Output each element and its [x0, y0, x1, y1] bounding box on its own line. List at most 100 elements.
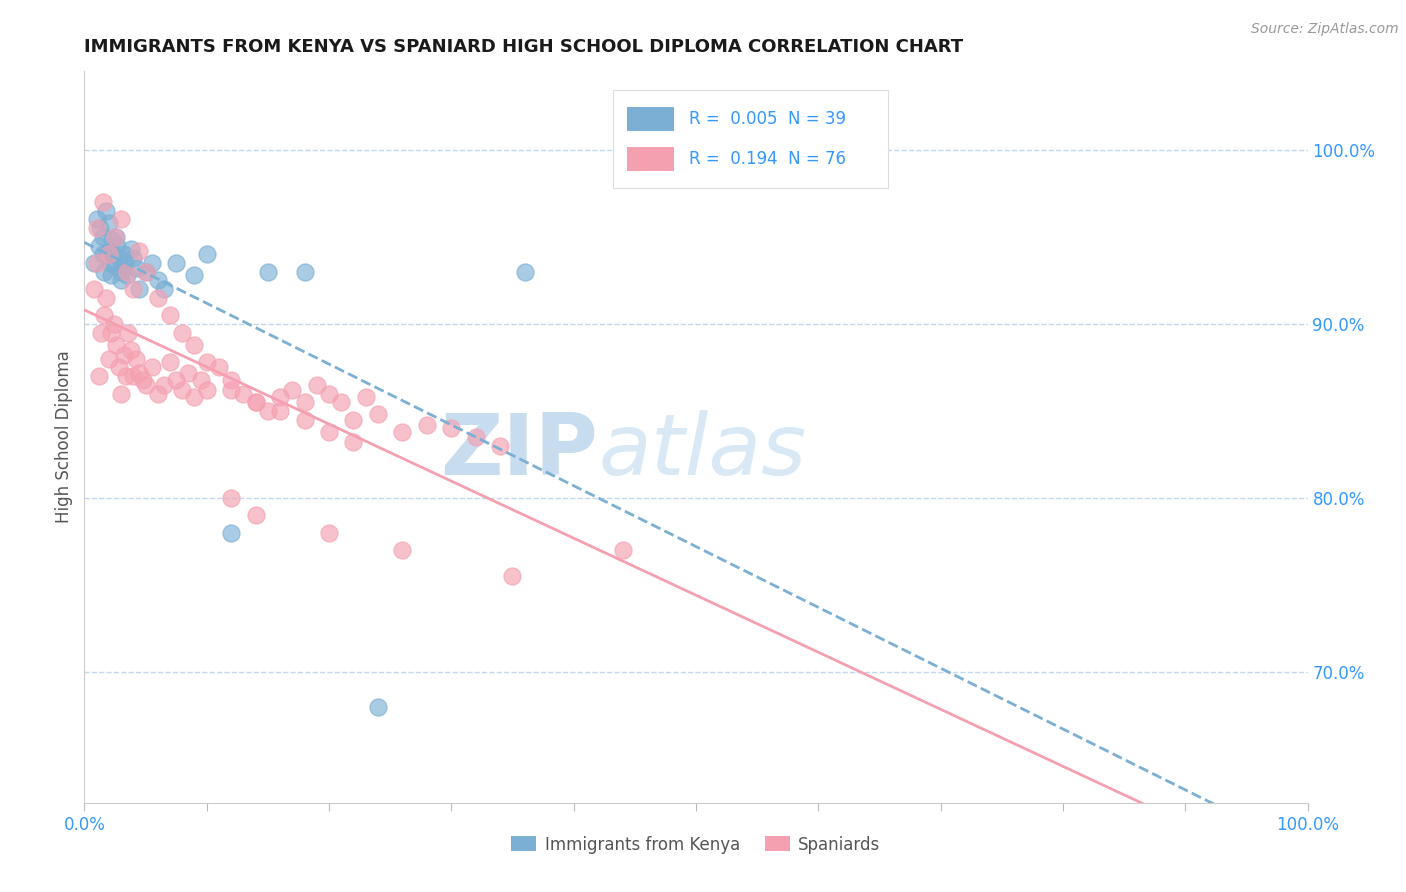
Point — [128, 244, 150, 258]
Y-axis label: High School Diploma: High School Diploma — [55, 351, 73, 524]
Point — [105, 229, 128, 244]
Point — [135, 377, 157, 392]
Point — [391, 425, 413, 439]
Point — [125, 351, 148, 366]
Point — [354, 390, 377, 404]
Point — [464, 430, 486, 444]
Point — [87, 238, 110, 252]
Point — [219, 525, 242, 540]
Point — [195, 247, 218, 261]
Point — [128, 366, 150, 380]
Point — [86, 212, 108, 227]
Point — [90, 326, 112, 340]
Point — [115, 369, 138, 384]
Point — [318, 425, 340, 439]
Point — [269, 404, 291, 418]
Point — [190, 373, 212, 387]
Point — [294, 395, 316, 409]
Text: Source: ZipAtlas.com: Source: ZipAtlas.com — [1251, 22, 1399, 37]
Point — [107, 360, 129, 375]
Point — [89, 221, 111, 235]
FancyBboxPatch shape — [627, 147, 673, 171]
Point — [281, 383, 304, 397]
Text: IMMIGRANTS FROM KENYA VS SPANIARD HIGH SCHOOL DIPLOMA CORRELATION CHART: IMMIGRANTS FROM KENYA VS SPANIARD HIGH S… — [84, 38, 963, 56]
Point — [141, 360, 163, 375]
Point — [183, 268, 205, 282]
Point — [294, 412, 316, 426]
Point — [91, 194, 114, 209]
Point — [183, 390, 205, 404]
Point — [120, 242, 142, 256]
Point — [245, 508, 267, 523]
Point — [97, 351, 120, 366]
Point — [110, 386, 132, 401]
Point — [257, 404, 280, 418]
Point — [122, 282, 145, 296]
Point — [416, 417, 439, 432]
Point — [112, 348, 135, 362]
Point — [105, 338, 128, 352]
Point — [195, 355, 218, 369]
Point — [195, 383, 218, 397]
Point — [245, 395, 267, 409]
Point — [294, 265, 316, 279]
Point — [146, 273, 169, 287]
Point — [219, 373, 242, 387]
Point — [97, 244, 120, 258]
Point — [96, 203, 118, 218]
FancyBboxPatch shape — [627, 107, 673, 130]
Text: R =  0.194  N = 76: R = 0.194 N = 76 — [689, 150, 845, 168]
Point — [117, 326, 139, 340]
Point — [122, 251, 145, 265]
Point — [110, 265, 132, 279]
Point — [440, 421, 463, 435]
Point — [103, 317, 125, 331]
Point — [128, 282, 150, 296]
Point — [208, 360, 231, 375]
Point — [114, 256, 136, 270]
Point — [305, 377, 328, 392]
Point — [110, 273, 132, 287]
Point — [135, 265, 157, 279]
Point — [93, 265, 115, 279]
Point — [165, 373, 187, 387]
Point — [110, 212, 132, 227]
Point — [367, 700, 389, 714]
Point — [120, 343, 142, 357]
Point — [489, 439, 512, 453]
Point — [93, 308, 115, 322]
Text: R =  0.005  N = 39: R = 0.005 N = 39 — [689, 110, 845, 128]
Point — [101, 233, 124, 247]
Point — [172, 326, 194, 340]
Point — [91, 229, 114, 244]
Point — [125, 261, 148, 276]
Point — [159, 308, 181, 322]
Text: atlas: atlas — [598, 410, 806, 493]
Point — [122, 369, 145, 384]
Point — [141, 256, 163, 270]
FancyBboxPatch shape — [613, 90, 889, 188]
Point — [107, 251, 129, 265]
Point — [318, 525, 340, 540]
Point — [100, 268, 122, 282]
Point — [104, 260, 127, 274]
Point — [97, 247, 120, 261]
Point — [87, 369, 110, 384]
Point — [115, 268, 138, 282]
Point — [367, 408, 389, 422]
Point — [612, 543, 634, 558]
Point — [159, 355, 181, 369]
Point — [257, 265, 280, 279]
Point — [502, 569, 524, 583]
Point — [98, 256, 121, 270]
Point — [342, 412, 364, 426]
Point — [146, 291, 169, 305]
Point — [232, 386, 254, 401]
Point — [153, 377, 176, 392]
Point — [318, 386, 340, 401]
Point — [103, 247, 125, 261]
Point — [165, 256, 187, 270]
Point — [245, 395, 267, 409]
Legend: Immigrants from Kenya, Spaniards: Immigrants from Kenya, Spaniards — [505, 829, 887, 860]
Point — [269, 390, 291, 404]
